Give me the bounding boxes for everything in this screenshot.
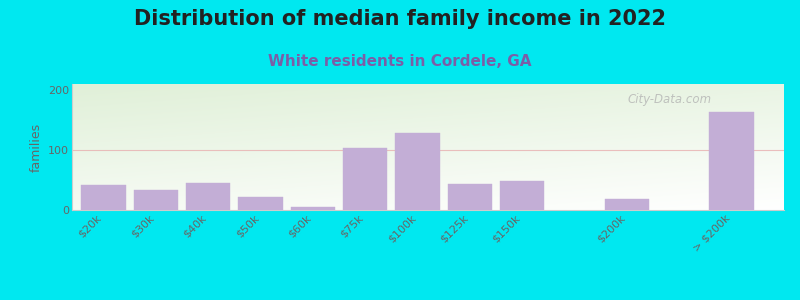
Bar (81, 185, 126, 210)
Bar (448, 184, 492, 210)
Bar (238, 197, 282, 210)
Text: Distribution of median family income in 2022: Distribution of median family income in … (134, 9, 666, 29)
Bar (395, 133, 440, 210)
Text: City-Data.com: City-Data.com (627, 93, 711, 106)
Bar (134, 190, 178, 210)
Bar (605, 199, 649, 210)
Bar (500, 181, 545, 210)
Bar (710, 112, 754, 210)
Y-axis label: families: families (30, 122, 42, 172)
Bar (290, 207, 335, 210)
Bar (186, 183, 230, 210)
Text: White residents in Cordele, GA: White residents in Cordele, GA (268, 54, 532, 69)
Bar (343, 148, 387, 210)
